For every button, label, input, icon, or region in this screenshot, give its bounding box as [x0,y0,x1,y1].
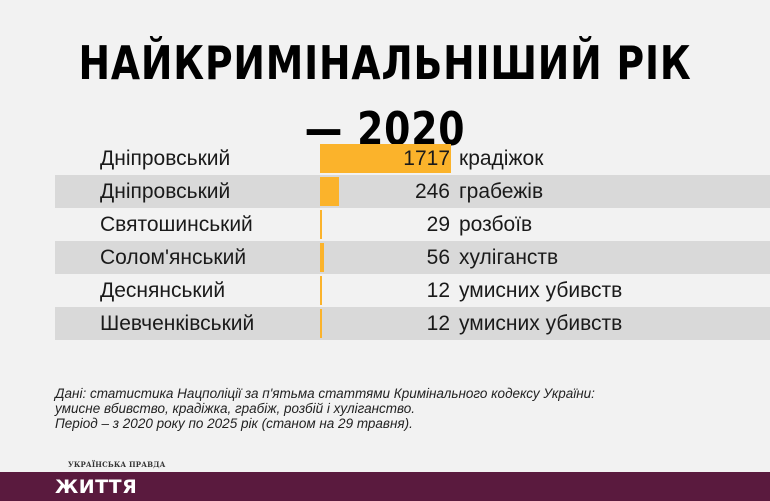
chart-row: Дніпровський 1717 крадіжок [55,142,770,175]
crime-type-label: крадіжок [459,147,544,170]
chart-title: НАЙКРИМІНАЛЬНІШИЙ РІК — 2020 [78,36,692,156]
district-label: Шевченківський [100,312,255,335]
value-label: 1717 [403,147,450,170]
chart-row: Дніпровський 246 грабежів [55,175,770,208]
value-label: 246 [414,180,450,203]
chart-row: Шевченківський 12 умисних убивств [55,307,770,340]
crime-type-label: грабежів [459,180,544,203]
crime-type-label: умисних убивств [459,279,623,302]
chart-bar [320,177,339,206]
district-label: Дніпровський [100,180,231,203]
district-label: Солом'янський [100,246,247,269]
source-note-line-3: Період – з 2020 року по 2025 рік (станом… [55,416,413,431]
value-label: 12 [426,279,450,302]
bar-chart: Дніпровський 1717 крадіжок Дніпровський 246 г… [55,142,770,340]
brand-logo-text: УКРАЇНСЬКА ПРАВДА [68,460,166,469]
chart-bar [320,210,323,239]
chart-bar [320,144,451,173]
chart-bar [320,243,325,272]
footer-bar: ЖИТТЯ [0,472,770,501]
chart-row: Солом'янський 56 хуліганств [55,241,770,274]
crime-type-label: хуліганств [459,246,559,269]
chart-row: Святошинський 29 розбоїв [55,208,770,241]
source-note: Дані: статистика Нацполіції за п'ятьма с… [55,386,735,431]
district-label: Деснянський [100,279,226,302]
source-note-line-2: умисне вбивство, крадіжка, грабіж, розбі… [55,401,416,416]
value-label: 29 [426,213,450,236]
crime-type-label: розбоїв [459,213,533,236]
chart-row: Деснянський 12 умисних убивств [55,274,770,307]
value-label: 12 [426,312,450,335]
source-note-line-1: Дані: статистика Нацполіції за п'ятьма с… [55,386,595,401]
crime-type-label: умисних убивств [459,312,623,335]
district-label: Дніпровський [100,147,231,170]
value-label: 56 [426,246,450,269]
brand-strip [0,456,770,472]
chart-bar [320,309,322,338]
district-label: Святошинський [100,213,253,236]
chart-bar [320,276,322,305]
section-label: ЖИТТЯ [55,476,138,498]
